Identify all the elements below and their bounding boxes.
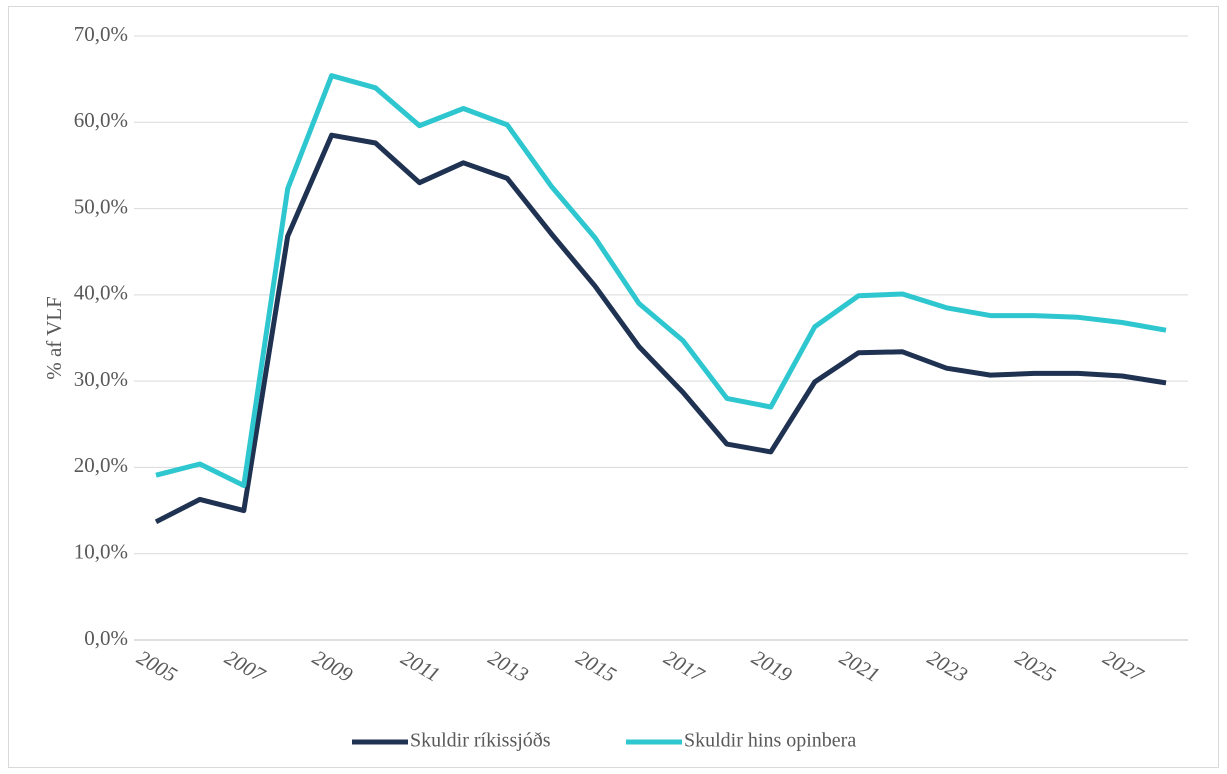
y-tick-label: 30,0% bbox=[74, 367, 128, 391]
y-tick-label: 70,0% bbox=[74, 22, 128, 46]
chart-frame bbox=[8, 6, 1219, 768]
x-tick-label: 2027 bbox=[1099, 645, 1149, 688]
y-axis-label: % af VLF bbox=[42, 296, 66, 380]
x-tick-label: 2023 bbox=[923, 645, 971, 687]
x-tick-label: 2017 bbox=[660, 645, 710, 688]
y-tick-label: 60,0% bbox=[74, 108, 128, 132]
series-lines bbox=[154, 73, 1167, 525]
x-axis-ticks: 2005 2007 2009 2011 2013 2015 2017 2019 2021 2023… bbox=[133, 645, 1149, 688]
legend-label: Skuldir ríkissjóðs bbox=[410, 730, 551, 752]
x-tick-label: 2005 bbox=[133, 645, 181, 687]
y-tick-label: 40,0% bbox=[74, 281, 128, 305]
x-tick-label: 2011 bbox=[397, 646, 444, 687]
x-tick-label: 2015 bbox=[572, 645, 620, 687]
series-line-2 bbox=[155, 73, 1167, 488]
x-tick-label: 2013 bbox=[484, 645, 532, 687]
x-tick-label: 2019 bbox=[748, 645, 797, 687]
legend: Skuldir ríkissjóðs Skuldir hins opinbera bbox=[352, 730, 856, 752]
x-tick-label: 2007 bbox=[221, 645, 271, 688]
y-axis-ticks: 0,0% 10,0% 20,0% 30,0% 40,0% 50,0% 60,0% 70,0% bbox=[74, 22, 128, 650]
y-tick-label: 0,0% bbox=[84, 626, 128, 650]
x-tick-label: 2025 bbox=[1011, 645, 1059, 687]
gridlines bbox=[134, 35, 1188, 641]
y-tick-label: 10,0% bbox=[74, 540, 128, 564]
x-tick-label: 2021 bbox=[836, 645, 884, 687]
y-tick-label: 50,0% bbox=[74, 194, 128, 218]
legend-label: Skuldir hins opinbera bbox=[684, 730, 856, 752]
x-tick-label: 2009 bbox=[309, 645, 358, 687]
series-line-1 bbox=[154, 132, 1167, 525]
y-tick-label: 20,0% bbox=[74, 453, 128, 477]
